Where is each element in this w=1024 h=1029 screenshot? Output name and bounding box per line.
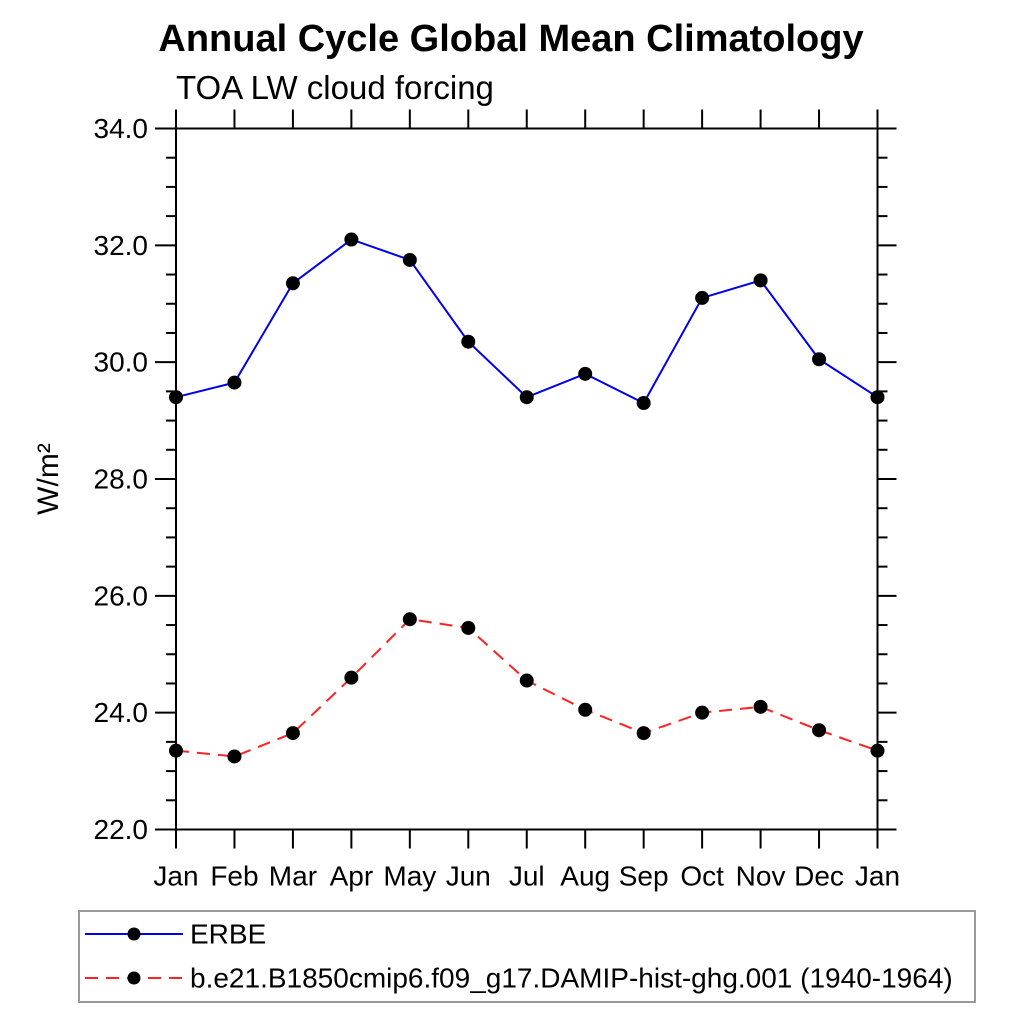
series-1-point [870, 743, 885, 758]
y-axis-label: W/m² [32, 443, 65, 515]
series-0-point [344, 232, 359, 247]
series-0-point [461, 334, 476, 349]
series-1-point [344, 670, 359, 685]
x-axis-label: Nov [736, 861, 786, 892]
chart-title: Annual Cycle Global Mean Climatology [158, 18, 863, 60]
series-1-point [285, 726, 300, 741]
series-0-point [402, 252, 417, 267]
x-axis-label: Dec [794, 861, 844, 892]
series-0-point [753, 273, 768, 288]
series-1-point [169, 743, 183, 758]
legend-sample-marker [127, 927, 141, 941]
series-0-point [695, 290, 710, 305]
series-1-point [227, 749, 242, 764]
series-1-point [695, 705, 710, 720]
x-axis-label: May [383, 861, 436, 892]
x-axis-label: Jul [509, 861, 545, 892]
series-0-point [227, 375, 242, 390]
series-0-line [175, 238, 879, 405]
series-0-point [578, 366, 593, 381]
x-axis-label: Jun [446, 861, 491, 892]
legend-label: ERBE [190, 919, 266, 950]
y-tick-label: 28.0 [94, 464, 149, 495]
series-0-point [636, 396, 651, 411]
y-tick-label: 34.0 [94, 113, 149, 144]
series-1-line [175, 618, 878, 758]
x-axis-label: Jan [855, 861, 900, 892]
series-1-point [636, 726, 651, 741]
x-axis-label: Mar [269, 861, 317, 892]
x-axis-label: Apr [330, 861, 374, 892]
legend-box [78, 910, 976, 1003]
series-1-point [812, 723, 827, 738]
x-axis-label: Aug [560, 861, 610, 892]
plot-frame [175, 127, 879, 831]
series-1-point [753, 699, 768, 714]
series-0-point [812, 352, 827, 367]
x-axis-label: Feb [210, 861, 258, 892]
y-tick-label: 30.0 [94, 347, 149, 378]
series-1-point [578, 702, 593, 717]
y-tick-label: 26.0 [94, 580, 149, 611]
legend-sample-marker [127, 971, 141, 985]
series-1-point [402, 612, 417, 627]
y-tick-label: 24.0 [94, 697, 149, 728]
series-0-point [169, 390, 183, 405]
x-axis-label: Sep [619, 861, 669, 892]
series-0-point [285, 276, 300, 291]
x-axis-label: Jan [153, 861, 198, 892]
series-0-point [870, 390, 885, 405]
legend-label: b.e21.B1850cmip6.f09_g17.DAMIP-hist-ghg.… [190, 963, 953, 994]
y-tick-label: 22.0 [94, 814, 149, 845]
legend: ERBE b.e21.B1850cmip6.f09_g17.DAMIP-hist-… [78, 910, 976, 1003]
axes: 22.0 24.0 26.0 28.0 30.0 32.0 34.0 Jan Feb Mar Apr… [94, 109, 900, 892]
y-tick-label: 32.0 [94, 230, 149, 261]
x-axis-label: Oct [680, 861, 724, 892]
chart-subtitle: TOA LW cloud forcing [176, 69, 494, 106]
series-0-point [519, 390, 534, 405]
series-1-point [461, 620, 476, 635]
series-1-point [519, 673, 534, 688]
data-series [169, 232, 885, 764]
